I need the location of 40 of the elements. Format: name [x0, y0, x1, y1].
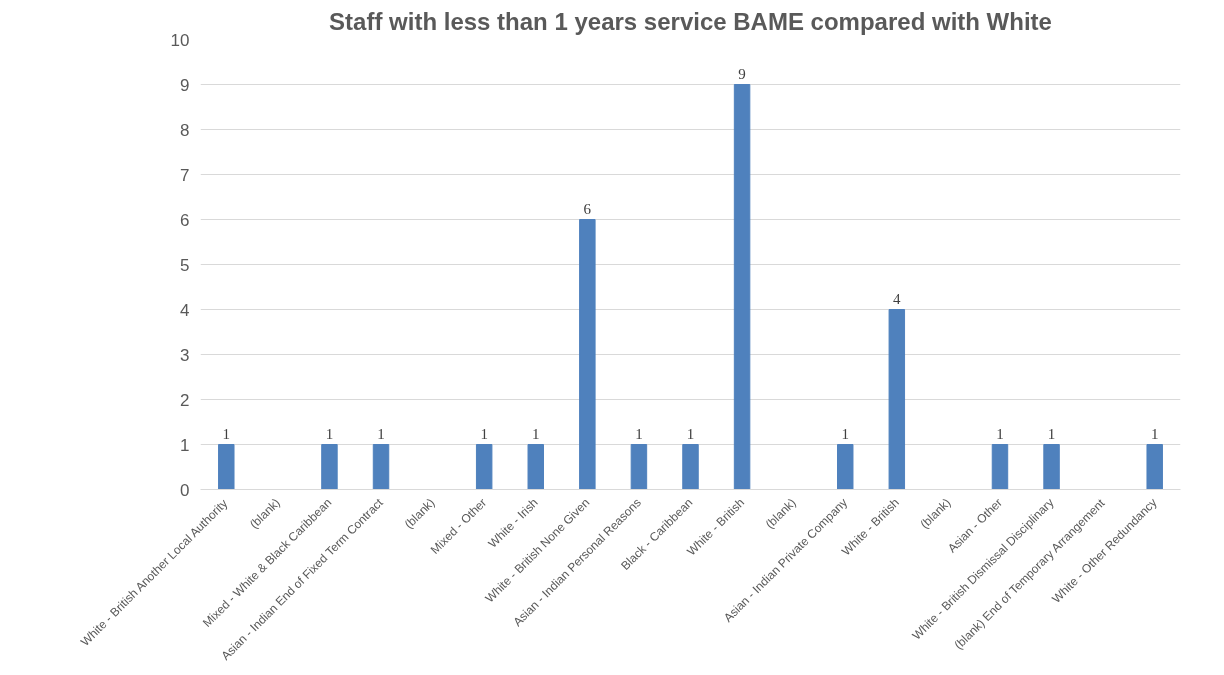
data-label: 1 [1150, 425, 1159, 442]
bar [888, 309, 906, 490]
bar [372, 444, 390, 490]
bar [630, 444, 648, 490]
bar [527, 444, 544, 490]
y-tick-label: 1 [180, 435, 190, 455]
data-label: 1 [532, 425, 540, 442]
y-tick-label: 0 [180, 480, 190, 500]
bar [733, 84, 751, 490]
chart-title: Staff with less than 1 years service BAME compared with White [329, 7, 1052, 35]
y-tick-label: 6 [180, 210, 190, 230]
y-tick-label: 10 [170, 30, 190, 50]
y-tick-label: 2 [180, 390, 190, 410]
bar [321, 444, 338, 490]
data-label: 4 [893, 290, 902, 307]
data-label: 1 [480, 425, 488, 442]
data-label: 6 [583, 200, 592, 217]
bar [991, 444, 1009, 490]
y-tick-label: 3 [180, 345, 190, 365]
data-label: 1 [996, 425, 1004, 442]
data-label: 9 [738, 65, 746, 82]
y-tick-label: 9 [180, 75, 190, 95]
data-label: 1 [1047, 425, 1056, 442]
data-label: 1 [325, 425, 334, 442]
data-label: 1 [686, 425, 695, 442]
bar [682, 444, 699, 490]
y-tick-label: 4 [180, 300, 190, 320]
bar [579, 219, 596, 490]
bar [837, 444, 854, 490]
y-tick-label: 7 [180, 165, 190, 185]
data-label: 1 [222, 425, 231, 442]
data-label: 1 [635, 425, 643, 442]
bar [1146, 444, 1163, 490]
bar [475, 444, 493, 490]
y-tick-label: 8 [180, 120, 190, 140]
data-label: 1 [377, 425, 385, 442]
bar [1043, 444, 1060, 490]
data-label: 1 [841, 425, 849, 442]
bar [218, 444, 235, 490]
y-tick-label: 5 [180, 255, 190, 275]
